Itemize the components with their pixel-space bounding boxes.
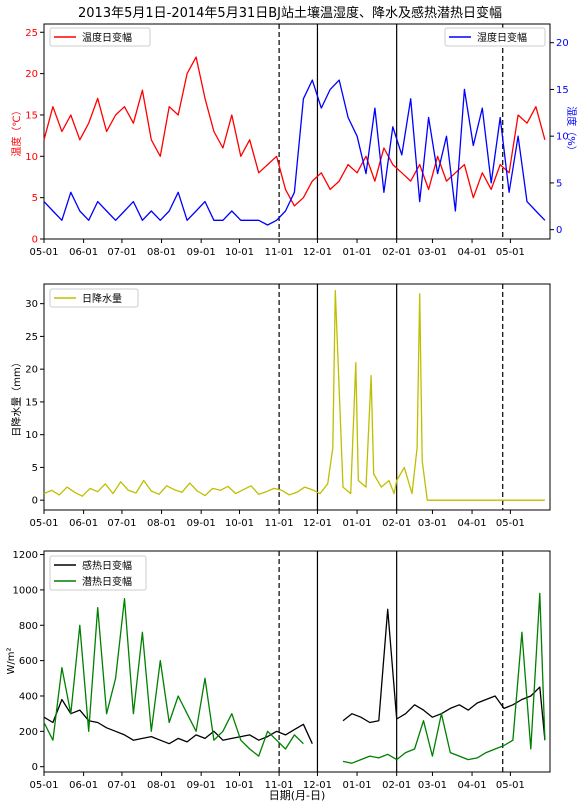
- x-tick-label: 03-01: [418, 780, 447, 791]
- sensible-heat-series-line: [43, 698, 313, 745]
- latent-heat-series-line: [342, 592, 546, 764]
- x-tick-label: 12-01: [303, 780, 332, 791]
- x-tick-label: 05-01: [29, 780, 58, 791]
- y-tick-label: 25: [25, 28, 38, 39]
- y-tick-label: 20: [556, 38, 569, 49]
- x-tick-label: 12-01: [303, 518, 332, 529]
- legend-label: 温度日变幅: [82, 31, 132, 44]
- x-tick-label: 07-01: [107, 247, 136, 258]
- x-tick-label: 09-01: [187, 780, 216, 791]
- x-axis-label: 日期(月-日): [269, 789, 326, 802]
- y-tick-label: 200: [19, 727, 38, 738]
- x-tick-label: 02-01: [382, 247, 411, 258]
- y-axis-label-right: 湿度（%）: [565, 106, 578, 156]
- y-tick-label: 5: [32, 193, 38, 204]
- x-tick-label: 08-01: [147, 780, 176, 791]
- x-tick-label: 04-01: [458, 780, 487, 791]
- y-tick-label: 10: [556, 132, 569, 143]
- x-tick-label: 07-01: [107, 518, 136, 529]
- y-tick-label: 15: [556, 85, 569, 96]
- x-tick-label: 01-01: [343, 247, 372, 258]
- x-tick-label: 06-01: [69, 247, 98, 258]
- x-tick-label: 05-01: [496, 518, 525, 529]
- y-tick-label: 10: [25, 430, 38, 441]
- y-axis-label: 日降水量（mm）: [10, 357, 23, 436]
- legend-temperature: 温度日变幅: [49, 27, 151, 47]
- legend-precipitation: 日降水量: [49, 288, 139, 308]
- legend-box: [444, 27, 546, 47]
- precipitation-series-line: [43, 289, 545, 501]
- y-tick-label: 30: [25, 299, 38, 310]
- heat-flux-panel: 0 200 400 600 800 1000 1200 05-01 06-01 07-01 08-…: [6, 550, 551, 802]
- x-tick-label: 07-01: [107, 780, 136, 791]
- y-tick-label: 15: [25, 110, 38, 121]
- temperature-series-line: [43, 56, 546, 207]
- y-tick-label: 1200: [13, 550, 38, 561]
- x-tick-label: 05-01: [29, 247, 58, 258]
- y-tick-label: 25: [25, 332, 38, 343]
- x-tick-label: 05-01: [496, 247, 525, 258]
- panel-frame: [43, 23, 551, 240]
- x-tick-label: 11-01: [265, 518, 294, 529]
- y-tick-label: 0: [32, 496, 38, 507]
- precipitation-panel: 0 5 10 15 20 25 30 05-01 06-01 07-01 08-01 09-01 10…: [10, 283, 551, 529]
- y-tick-label: 5: [556, 178, 562, 189]
- legend-box: [49, 288, 139, 308]
- figure-title: 2013年5月1日-2014年5月31日BJ站土壤温湿度、降水及感热潜热日变幅: [78, 5, 502, 21]
- x-tick-label: 08-01: [147, 247, 176, 258]
- x-tick-label: 10-01: [225, 780, 254, 791]
- y-tick-label: 20: [25, 365, 38, 376]
- x-tick-label: 04-01: [458, 247, 487, 258]
- legend-label-sensible: 感热日变幅: [82, 559, 132, 572]
- y-tick-label: 800: [19, 621, 38, 632]
- x-tick-label: 06-01: [69, 780, 98, 791]
- y-tick-label: 5: [32, 463, 38, 474]
- y-tick-label: 10: [25, 152, 38, 163]
- x-tick-label: 11-01: [265, 780, 294, 791]
- y-tick-label: 600: [19, 656, 38, 667]
- legend-label-latent: 潜热日变幅: [82, 575, 132, 588]
- x-tick-label: 09-01: [187, 247, 216, 258]
- y-tick-label: 20: [25, 69, 38, 80]
- x-tick-label: 10-01: [225, 247, 254, 258]
- latent-heat-series-line: [43, 598, 304, 757]
- x-tick-label: 10-01: [225, 518, 254, 529]
- sensible-heat-series-line: [342, 608, 546, 741]
- legend-box: [49, 27, 151, 47]
- y-tick-label: 400: [19, 691, 38, 702]
- x-tick-label: 05-01: [496, 780, 525, 791]
- humidity-series-line: [43, 79, 546, 226]
- legend-label: 日降水量: [82, 292, 122, 305]
- y-axis-label: W/m²: [6, 647, 17, 674]
- x-tick-label: 12-01: [303, 247, 332, 258]
- x-tick-label: 11-01: [265, 247, 294, 258]
- legend-humidity: 湿度日变幅: [444, 27, 546, 47]
- x-tick-label: 02-01: [382, 518, 411, 529]
- x-tick-label: 05-01: [29, 518, 58, 529]
- x-tick-label: 06-01: [69, 518, 98, 529]
- y-tick-label: 0: [32, 235, 38, 246]
- x-tick-label: 02-01: [382, 780, 411, 791]
- legend-label: 湿度日变幅: [477, 31, 527, 44]
- x-tick-label: 01-01: [343, 518, 372, 529]
- y-tick-label: 0: [556, 225, 562, 236]
- x-tick-label: 03-01: [418, 518, 447, 529]
- y-tick-label: 15: [25, 397, 38, 408]
- x-tick-label: 08-01: [147, 518, 176, 529]
- legend-heat-flux: 感热日变幅 潜热日变幅: [49, 555, 147, 591]
- x-tick-label: 04-01: [458, 518, 487, 529]
- y-tick-label: 0: [32, 762, 38, 773]
- panel-frame: [43, 550, 551, 773]
- x-tick-label: 03-01: [418, 247, 447, 258]
- x-tick-label: 01-01: [343, 780, 372, 791]
- temperature-humidity-panel: 0 5 10 15 20 25 0 5 10 15 20 05-01 06-01 07-01 08-01…: [10, 23, 578, 258]
- x-tick-label: 09-01: [187, 518, 216, 529]
- y-axis-label-left: 温度（℃）: [10, 105, 23, 156]
- panel-frame: [43, 283, 551, 511]
- y-tick-label: 1000: [13, 585, 38, 596]
